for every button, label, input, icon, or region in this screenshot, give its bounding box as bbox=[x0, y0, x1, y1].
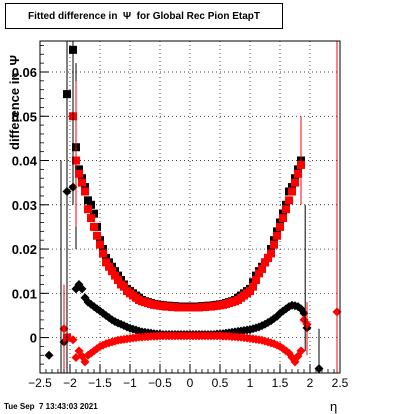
y-axis-label: difference in Ψ bbox=[7, 54, 22, 150]
square-marker bbox=[273, 231, 281, 240]
diamond-marker bbox=[77, 284, 87, 294]
y-tick-label: 0.04 bbox=[12, 154, 38, 169]
square-marker bbox=[111, 271, 119, 280]
square-marker bbox=[270, 240, 278, 249]
y-tick-label: 0.05 bbox=[12, 109, 37, 124]
square-marker bbox=[99, 245, 107, 254]
series-4 bbox=[59, 307, 342, 367]
square-marker bbox=[270, 236, 278, 245]
square-marker bbox=[249, 282, 257, 291]
square-marker bbox=[87, 214, 95, 223]
square-marker bbox=[288, 183, 296, 192]
square-marker bbox=[267, 245, 275, 254]
square-marker bbox=[282, 200, 290, 209]
x-tick-label: 1.5 bbox=[272, 376, 289, 390]
square-marker bbox=[285, 196, 293, 205]
square-marker bbox=[276, 218, 284, 227]
x-tick-label: −0.5 bbox=[148, 376, 172, 390]
data-markers bbox=[44, 41, 342, 374]
square-marker bbox=[81, 183, 89, 192]
x-tick-label: 0.5 bbox=[212, 376, 229, 390]
square-marker bbox=[84, 196, 92, 205]
x-axis-label: η bbox=[330, 399, 338, 414]
x-tick-label: −1 bbox=[123, 376, 137, 390]
square-marker bbox=[258, 264, 266, 273]
y-tick-label: 0.06 bbox=[12, 65, 37, 80]
diamond-marker bbox=[80, 357, 90, 367]
square-marker bbox=[279, 209, 287, 218]
x-tick-label: 0 bbox=[187, 376, 194, 390]
square-marker bbox=[246, 287, 254, 296]
square-marker bbox=[90, 209, 98, 218]
square-marker bbox=[294, 169, 302, 178]
x-tick-label: −2 bbox=[63, 376, 77, 390]
square-marker bbox=[90, 222, 98, 231]
x-tick-label: 1 bbox=[247, 376, 254, 390]
square-marker bbox=[276, 222, 284, 231]
square-marker bbox=[252, 276, 260, 285]
x-tick-label: 2 bbox=[307, 376, 314, 390]
axis-ticks: −2.5 −2 −1.5 −1 −0.5 0 0.5 1 1.5 2 2.5 0 0.01 0.02 0.0… bbox=[12, 45, 349, 390]
timestamp: Tue Sep 7 13:43:03 2021 bbox=[4, 402, 98, 411]
diamond-marker bbox=[44, 350, 54, 360]
diamond-marker bbox=[71, 353, 81, 363]
square-marker bbox=[102, 258, 110, 267]
square-marker bbox=[87, 200, 95, 209]
square-marker bbox=[81, 187, 89, 196]
square-marker bbox=[114, 276, 122, 285]
square-marker bbox=[261, 258, 269, 267]
square-marker bbox=[288, 187, 296, 196]
y-tick-label: 0 bbox=[30, 331, 37, 346]
y-tick-label: 0.01 bbox=[12, 286, 37, 301]
square-marker bbox=[120, 282, 128, 291]
y-tick-label: 0.02 bbox=[12, 242, 37, 257]
x-tick-label: −2.5 bbox=[28, 376, 52, 390]
square-marker bbox=[96, 240, 104, 249]
square-marker bbox=[294, 165, 302, 174]
square-marker bbox=[75, 169, 83, 178]
title-box: Fitted difference in Ψ for Global Rec Pi… bbox=[5, 3, 283, 29]
square-marker bbox=[93, 231, 101, 240]
square-marker bbox=[96, 236, 104, 245]
square-marker bbox=[102, 253, 110, 262]
square-marker bbox=[291, 178, 299, 187]
diamond-marker bbox=[299, 308, 309, 318]
square-marker bbox=[255, 269, 263, 278]
x-tick-label: 2.5 bbox=[332, 376, 349, 390]
square-marker bbox=[75, 165, 83, 174]
square-marker bbox=[291, 174, 299, 183]
y-tick-label: 0.03 bbox=[12, 198, 37, 213]
square-marker bbox=[273, 227, 281, 236]
square-marker bbox=[108, 267, 116, 276]
square-marker bbox=[105, 262, 113, 271]
square-marker bbox=[279, 214, 287, 223]
square-marker bbox=[78, 178, 86, 187]
square-marker bbox=[99, 249, 107, 258]
square-marker bbox=[267, 249, 275, 258]
square-marker bbox=[264, 253, 272, 262]
square-marker bbox=[282, 205, 290, 214]
square-marker bbox=[78, 174, 86, 183]
diamond-marker bbox=[296, 346, 306, 356]
chart-title: Fitted difference in Ψ for Global Rec Pi… bbox=[27, 11, 260, 22]
x-tick-label: −1.5 bbox=[88, 376, 112, 390]
square-marker bbox=[84, 205, 92, 214]
series-1 bbox=[63, 45, 305, 311]
series-2 bbox=[63, 112, 305, 342]
